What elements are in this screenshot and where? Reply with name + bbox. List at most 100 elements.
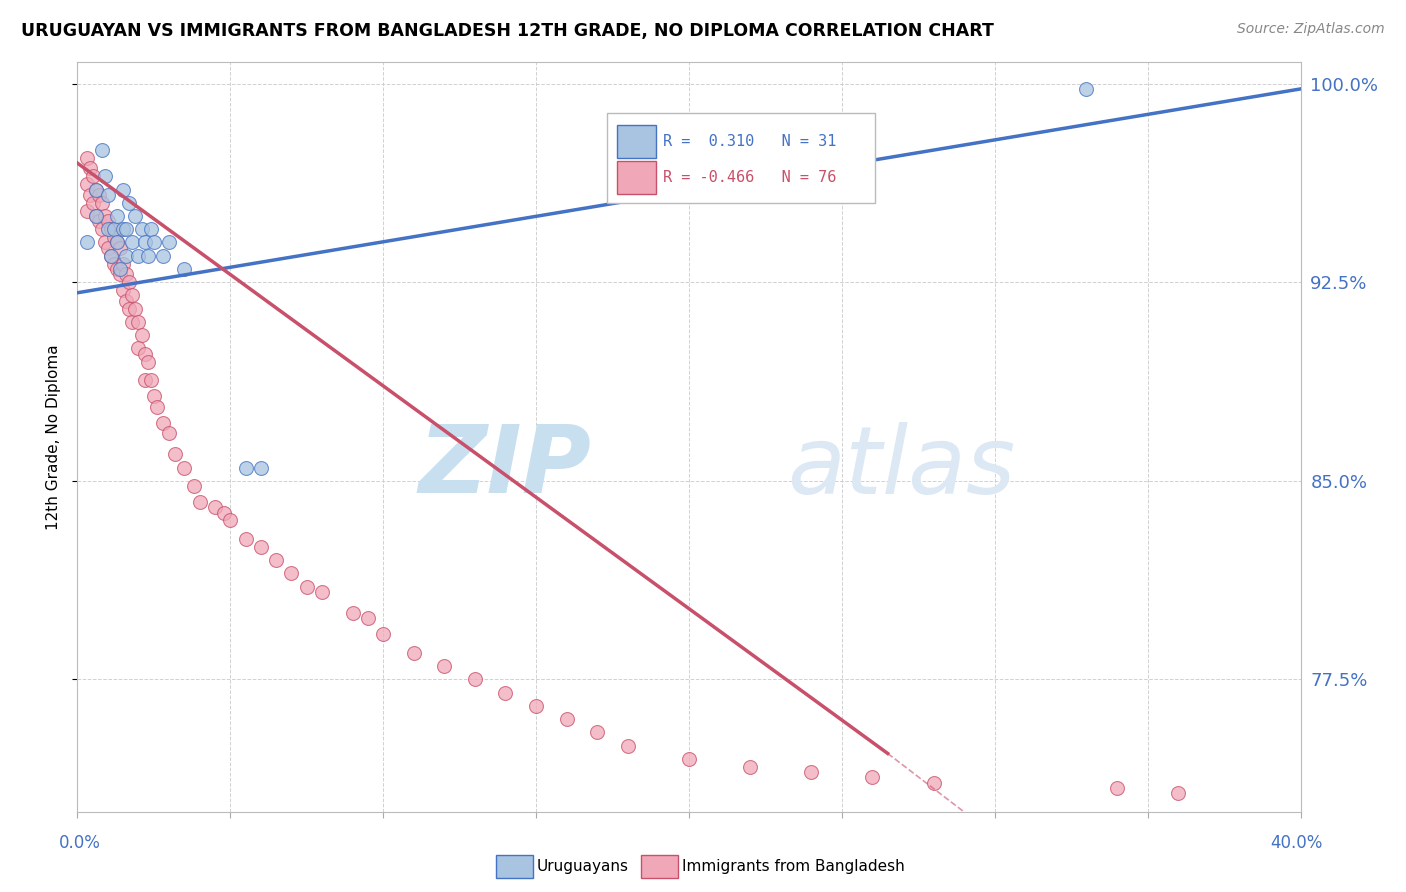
Point — [105, 209, 128, 223]
Text: ZIP: ZIP — [418, 421, 591, 513]
Point — [295, 580, 318, 594]
Point — [97, 222, 120, 236]
Point — [212, 506, 235, 520]
FancyBboxPatch shape — [607, 113, 875, 202]
Point — [100, 249, 122, 263]
Point — [280, 566, 302, 581]
Point — [124, 209, 146, 223]
Point — [142, 235, 165, 250]
Point — [555, 712, 578, 726]
Point — [90, 222, 112, 236]
Point — [139, 373, 162, 387]
Point — [87, 187, 110, 202]
Point — [862, 770, 884, 784]
Point — [128, 315, 150, 329]
Point — [152, 249, 174, 263]
Point — [173, 460, 195, 475]
Point — [115, 222, 138, 236]
Point — [115, 249, 138, 263]
Point — [139, 222, 162, 236]
Point — [188, 495, 211, 509]
Point — [124, 301, 146, 316]
Point — [235, 460, 257, 475]
Point — [84, 209, 107, 223]
Point — [152, 416, 174, 430]
Text: atlas: atlas — [787, 422, 1015, 513]
Point — [142, 389, 165, 403]
Point — [357, 611, 380, 625]
Point — [100, 249, 122, 263]
Y-axis label: 12th Grade, No Diploma: 12th Grade, No Diploma — [46, 344, 62, 530]
Point — [90, 195, 112, 210]
Point — [115, 293, 138, 308]
Point — [264, 553, 287, 567]
Point — [1167, 786, 1189, 800]
Point — [105, 235, 128, 250]
Point — [128, 342, 150, 356]
Point — [97, 187, 120, 202]
Point — [524, 698, 547, 713]
Point — [103, 222, 125, 236]
Point — [115, 267, 138, 281]
Point — [112, 257, 135, 271]
FancyBboxPatch shape — [617, 125, 657, 158]
Point — [134, 235, 156, 250]
Point — [678, 752, 700, 766]
Point — [157, 426, 180, 441]
Text: R =  0.310   N = 31: R = 0.310 N = 31 — [664, 134, 837, 149]
Point — [1107, 780, 1129, 795]
Point — [76, 151, 98, 165]
FancyBboxPatch shape — [617, 161, 657, 194]
Point — [402, 646, 425, 660]
Point — [128, 249, 150, 263]
Point — [87, 214, 110, 228]
Point — [1076, 82, 1098, 96]
Point — [586, 725, 609, 739]
Point — [136, 354, 159, 368]
Point — [108, 262, 131, 277]
Point — [204, 500, 226, 515]
Point — [121, 288, 143, 302]
Point — [103, 230, 125, 244]
Point — [495, 685, 517, 699]
Point — [100, 222, 122, 236]
Point — [311, 585, 333, 599]
Point — [235, 532, 257, 546]
Point — [136, 249, 159, 263]
Point — [79, 187, 101, 202]
Point — [118, 275, 141, 289]
Point — [112, 182, 135, 196]
Point — [800, 764, 823, 779]
Point — [82, 195, 104, 210]
Point — [108, 267, 131, 281]
Point — [371, 627, 394, 641]
Point — [112, 222, 135, 236]
Point — [183, 479, 205, 493]
Point — [121, 235, 143, 250]
Point — [118, 301, 141, 316]
Point — [433, 659, 456, 673]
Point — [342, 606, 364, 620]
Point — [105, 235, 128, 250]
Point — [94, 235, 117, 250]
Point — [922, 775, 945, 789]
Point — [105, 262, 128, 277]
Point — [250, 540, 273, 554]
Point — [134, 373, 156, 387]
Point — [76, 203, 98, 218]
Point — [76, 235, 98, 250]
Point — [97, 241, 120, 255]
Point — [76, 178, 98, 192]
Point — [134, 347, 156, 361]
Text: Immigrants from Bangladesh: Immigrants from Bangladesh — [682, 859, 904, 873]
Point — [121, 315, 143, 329]
Point — [82, 169, 104, 184]
Text: Source: ZipAtlas.com: Source: ZipAtlas.com — [1237, 22, 1385, 37]
Point — [84, 209, 107, 223]
Point — [94, 209, 117, 223]
Text: 0.0%: 0.0% — [59, 834, 101, 852]
Point — [118, 195, 141, 210]
Text: R = -0.466   N = 76: R = -0.466 N = 76 — [664, 169, 837, 185]
Point — [79, 161, 101, 176]
Point — [146, 400, 169, 414]
